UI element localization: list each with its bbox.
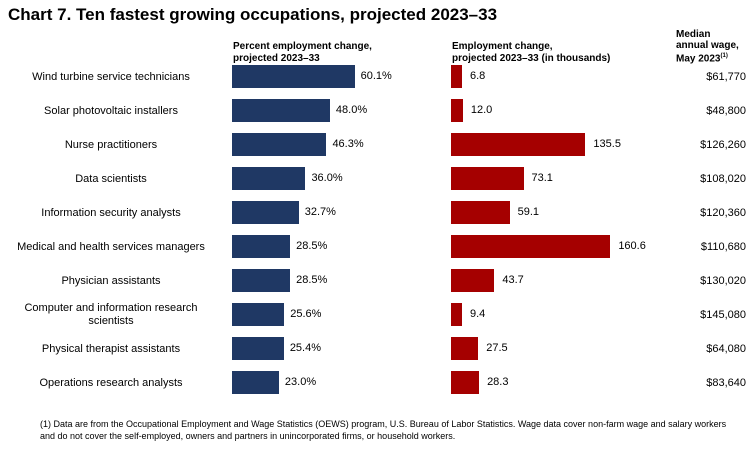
employment-change-bar	[451, 269, 495, 292]
median-wage-value: $145,080	[700, 309, 746, 321]
footnote: (1) Data are from the Occupational Emplo…	[40, 419, 727, 441]
percent-change-bar	[232, 235, 291, 258]
employment-change-bar	[451, 201, 510, 224]
chart-title: Chart 7. Ten fastest growing occupations…	[8, 5, 498, 24]
chart-row: Data scientists 36.0% 73.1 $108,020	[0, 162, 754, 196]
percent-change-header-line-2: projected 2023–33	[233, 53, 320, 64]
percent-change-value: 48.0%	[335, 104, 368, 116]
percent-change-value: 36.0%	[311, 172, 343, 184]
percent-change-bar	[232, 201, 299, 224]
category-label: Computer and information research scient…	[24, 302, 198, 327]
percent-change-value: 28.5%	[296, 240, 328, 252]
median-wage-value: $64,080	[706, 343, 746, 355]
median-wage-header-line-1: Median	[676, 29, 711, 40]
median-wage-value: $48,800	[706, 105, 746, 117]
employment-change-bar	[451, 99, 463, 122]
chart-row: Physician assistants 28.5% 43.7 $130,020	[0, 264, 754, 298]
category-label: Wind turbine service technicians	[32, 70, 190, 83]
percent-change-bar	[232, 65, 355, 88]
percent-change-value: 46.3%	[332, 138, 364, 150]
category-label: Data scientists	[75, 172, 147, 185]
chart-row: Wind turbine service technicians 60.1% 6.8…	[0, 60, 754, 94]
employment-change-value: 6.8	[470, 70, 486, 82]
category-label: Solar photovoltaic installers	[44, 104, 178, 117]
percent-change-value: 23.0%	[284, 376, 317, 388]
employment-change-bar	[451, 337, 479, 360]
chart-row: Medical and health services managers 28.5…	[0, 230, 754, 264]
percent-change-value: 25.6%	[290, 308, 322, 320]
employment-change-bar	[451, 167, 524, 190]
category-label: Medical and health services managers	[17, 240, 205, 253]
employment-change-value: 28.3	[487, 376, 509, 388]
median-wage-value: $130,020	[700, 275, 746, 287]
employment-change-value: 135.5	[593, 138, 621, 150]
median-wage-value: $61,770	[706, 71, 746, 83]
employment-change-value: 73.1	[531, 172, 553, 184]
percent-change-bar	[232, 337, 284, 360]
chart-rows: Wind turbine service technicians 60.1% 6.8…	[0, 60, 754, 400]
chart-row: Information security analysts 32.7% 59.1 $1…	[0, 196, 754, 230]
median-wage-header-line-2: annual wage,	[676, 40, 739, 51]
percent-change-bar	[232, 269, 291, 292]
percent-change-value: 28.5%	[296, 274, 328, 286]
employment-change-header: Employment change, projected 2023–33 (in…	[452, 41, 610, 65]
employment-change-bar	[451, 303, 462, 326]
employment-change-header-line-1: Employment change,	[452, 41, 553, 52]
category-label: Operations research analysts	[39, 376, 183, 389]
median-wage-value: $83,640	[706, 377, 746, 389]
employment-change-bar	[451, 65, 462, 88]
chart-row: Computer and information research scient…	[0, 298, 754, 332]
percent-change-bar	[232, 303, 285, 326]
percent-change-bar	[232, 133, 327, 156]
median-wage-value: $126,260	[700, 139, 746, 151]
employment-change-value: 59.1	[517, 206, 540, 218]
percent-change-header-line-1: Percent employment change,	[233, 41, 372, 52]
category-label: Nurse practitioners	[64, 138, 158, 151]
percent-change-bar	[232, 99, 330, 122]
median-wage-header-date: May 2023	[676, 53, 721, 65]
employment-change-value: 9.4	[470, 308, 486, 320]
chart-row: Nurse practitioners 46.3% 135.5 $126,260	[0, 128, 754, 162]
category-label: Physical therapist assistants	[41, 342, 181, 355]
percent-change-value: 25.4%	[289, 342, 322, 354]
employment-change-value: 12.0	[470, 104, 493, 116]
chart-row: Solar photovoltaic installers 48.0% 12.0 $4…	[0, 94, 754, 128]
employment-change-header-line-2: projected 2023–33 (in thousands)	[452, 53, 611, 64]
employment-change-value: 27.5	[486, 342, 508, 354]
percent-change-value: 60.1%	[360, 70, 392, 82]
median-wage-value: $108,020	[700, 173, 746, 185]
chart-row: Operations research analysts 23.0% 28.3 $83…	[0, 366, 754, 400]
chart-row: Physical therapist assistants 25.4% 27.5 $6…	[0, 332, 754, 366]
percent-change-value: 32.7%	[304, 206, 336, 218]
median-wage-value: $110,680	[700, 241, 746, 253]
employment-change-bar	[451, 371, 480, 394]
percent-change-header: Percent employment change, projected 202…	[233, 41, 372, 65]
employment-change-bar	[451, 133, 586, 156]
percent-change-bar	[232, 371, 279, 394]
median-wage-header-line-3: May 2023(1)	[676, 51, 752, 64]
percent-change-bar	[232, 167, 306, 190]
employment-change-value: 160.6	[618, 240, 646, 252]
employment-change-bar	[451, 235, 611, 258]
median-wage-header: Median annual wage, May 2023(1)	[676, 29, 752, 64]
median-wage-footnote-marker: (1)	[720, 53, 728, 59]
median-wage-value: $120,360	[700, 207, 746, 219]
employment-change-value: 43.7	[502, 274, 524, 286]
category-label: Information security analysts	[41, 206, 181, 219]
category-label: Physician assistants	[61, 274, 161, 287]
